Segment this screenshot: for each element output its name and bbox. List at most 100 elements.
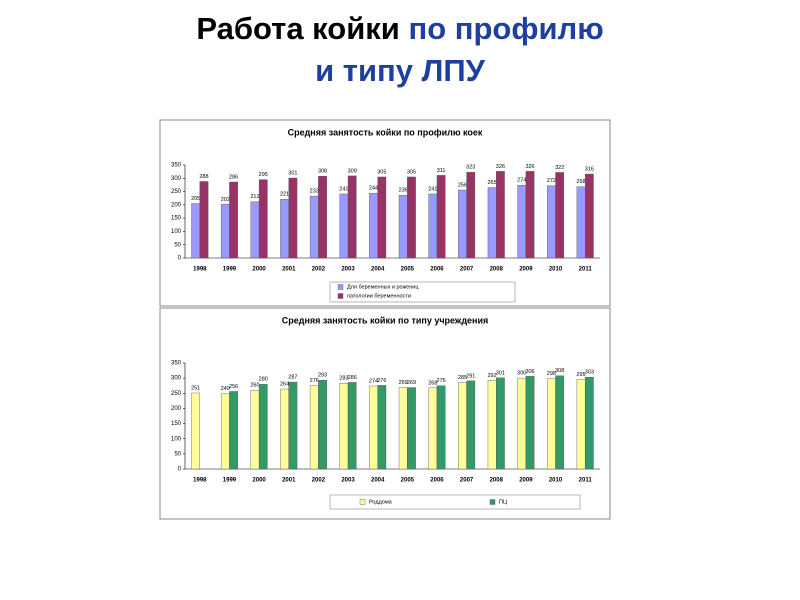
y-tick-label: 50: [174, 242, 181, 248]
bar: [458, 189, 467, 259]
x-tick-label: 2008: [490, 267, 504, 273]
data-label: 268: [428, 380, 437, 386]
bar: [250, 201, 260, 259]
data-label: 316: [585, 166, 594, 172]
bar: [250, 390, 260, 470]
data-label: 202: [221, 197, 230, 203]
title-part: и типу ЛПУ: [315, 53, 485, 88]
data-label: 286: [229, 174, 238, 180]
data-label: 291: [466, 373, 475, 379]
y-tick-label: 200: [171, 202, 182, 208]
y-tick-label: 300: [171, 176, 182, 182]
data-label: 276: [310, 378, 319, 384]
data-label: 309: [348, 168, 357, 174]
bar: [555, 172, 565, 259]
x-tick-label: 2001: [282, 267, 296, 273]
data-label: 305: [407, 169, 416, 175]
bar: [199, 181, 209, 259]
bar: [318, 175, 327, 259]
bar: [280, 388, 289, 470]
bar: [220, 393, 230, 470]
data-label: 298: [547, 371, 556, 377]
bar: [584, 377, 594, 470]
data-label: 221: [280, 192, 289, 198]
bar: [258, 179, 268, 259]
y-tick-label: 300: [171, 376, 182, 382]
bar: [525, 376, 535, 470]
data-label: 265: [488, 180, 497, 186]
bar: [496, 171, 505, 259]
x-tick-label: 2000: [252, 267, 266, 273]
x-tick-label: 1998: [193, 478, 207, 484]
bar: [584, 173, 594, 259]
x-tick-label: 2010: [549, 267, 563, 273]
data-label: 236: [399, 188, 408, 194]
data-label: 268: [576, 179, 585, 185]
y-tick-label: 350: [171, 361, 182, 367]
legend-swatch: [337, 293, 344, 299]
data-label: 280: [259, 377, 268, 383]
bar: [229, 391, 238, 470]
data-label: 256: [458, 182, 467, 188]
x-tick-label: 2008: [490, 478, 504, 484]
data-label: 286: [348, 375, 357, 381]
data-label: 274: [517, 178, 526, 184]
data-label: 212: [250, 194, 259, 200]
bar: [377, 385, 387, 470]
data-label: 301: [288, 170, 297, 176]
title-part: по профилю: [408, 11, 604, 46]
legend-swatch: [359, 499, 366, 505]
data-label: 275: [437, 378, 446, 384]
bar: [436, 385, 446, 470]
x-tick-label: 2011: [579, 267, 593, 273]
bar: [436, 175, 446, 259]
bar: [428, 193, 438, 259]
data-label: 306: [525, 369, 534, 375]
y-tick-label: 50: [174, 451, 181, 457]
x-tick-label: 2006: [430, 267, 444, 273]
bar: [191, 203, 201, 259]
bar: [576, 186, 586, 259]
data-label: 308: [555, 368, 564, 374]
x-tick-label: 2002: [312, 267, 326, 273]
legend-label: ПЦ: [499, 499, 507, 505]
bar: [258, 384, 268, 470]
x-tick-label: 2007: [460, 267, 474, 273]
legend-box: [329, 494, 581, 510]
y-tick-label: 150: [171, 421, 182, 427]
data-label: 260: [250, 383, 259, 389]
data-label: 287: [288, 375, 297, 381]
bar: [309, 385, 319, 470]
data-label: 292: [488, 373, 497, 379]
x-tick-label: 1998: [193, 267, 207, 273]
slide-title: Работа койки по профилю и типу ЛПУ: [0, 8, 800, 92]
bar: [339, 383, 349, 470]
x-tick-label: 2002: [312, 478, 326, 484]
bar: [347, 382, 357, 470]
bar: [191, 392, 201, 470]
data-label: 305: [377, 169, 386, 175]
legend-box: [329, 281, 516, 303]
title-part: Работа койки: [196, 11, 400, 46]
bar: [547, 378, 556, 470]
legend-swatch: [489, 499, 496, 505]
bar: [369, 385, 378, 470]
bar: [407, 176, 416, 259]
bar: [229, 181, 238, 259]
bar: [407, 387, 416, 470]
data-label: 322: [555, 165, 564, 171]
data-label: 295: [576, 372, 585, 378]
x-tick-label: 1999: [223, 267, 237, 273]
y-tick-label: 150: [171, 216, 182, 222]
y-tick-label: 350: [171, 163, 182, 169]
legend-swatch: [337, 284, 344, 290]
chart-title: Средняя занятость койки по типу учрежден…: [282, 315, 489, 325]
data-label: 323: [466, 165, 475, 171]
data-label: 241: [428, 186, 437, 192]
bar: [288, 381, 298, 470]
data-label: 276: [377, 378, 386, 384]
x-tick-label: 2003: [341, 478, 355, 484]
y-tick-label: 0: [178, 467, 182, 473]
data-label: 274: [369, 378, 378, 384]
data-label: 326: [496, 164, 505, 170]
